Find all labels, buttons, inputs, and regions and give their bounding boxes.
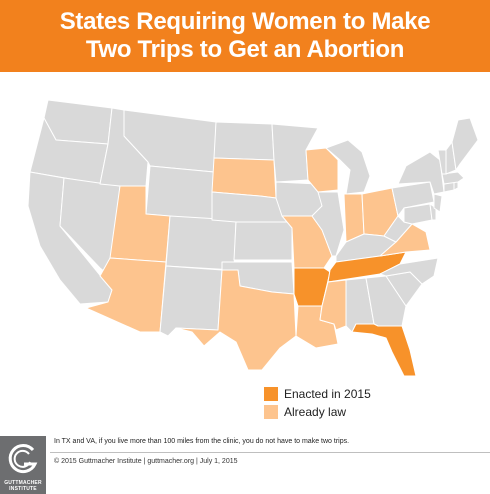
state-pennsylvania — [391, 181, 435, 217]
footer-divider — [50, 452, 490, 453]
state-massachusetts — [441, 171, 465, 185]
state-maryland — [403, 203, 433, 225]
logo-text-line-2: INSTITUTE — [9, 486, 37, 492]
state-north-dakota — [213, 121, 275, 161]
state-new-mexico — [159, 265, 223, 337]
state-wyoming — [145, 165, 215, 221]
state-michigan — [325, 139, 371, 195]
state-florida — [351, 323, 417, 377]
title-banner: States Requiring Women to Make Two Trips… — [0, 0, 490, 72]
legend-label-already-law: Already law — [284, 405, 347, 419]
legend-swatch-already-law — [264, 405, 278, 419]
state-maine — [451, 117, 479, 171]
footer-credit: © 2015 Guttmacher Institute | guttmacher… — [54, 458, 238, 465]
state-kansas — [233, 221, 293, 261]
legend-swatch-enacted — [264, 387, 278, 401]
legend-label-enacted: Enacted in 2015 — [284, 387, 371, 401]
guttmacher-g-icon — [8, 444, 38, 474]
page-title-line-2: Two Trips to Get an Abortion — [85, 36, 405, 63]
state-new-jersey — [433, 193, 443, 213]
logo-text-line-1: GUTTMACHER — [4, 480, 42, 486]
footnote: In TX and VA, if you live more than 100 … — [54, 438, 350, 445]
us-map — [27, 99, 479, 377]
guttmacher-logo: GUTTMACHER INSTITUTE — [0, 436, 46, 494]
state-north-carolina — [379, 257, 439, 285]
state-rhode-island — [453, 181, 459, 191]
legend-item-enacted: Enacted in 2015 — [264, 386, 404, 402]
legend-item-already-law: Already law — [264, 404, 404, 420]
state-texas — [175, 269, 297, 371]
page-title-line-1: States Requiring Women to Make — [59, 8, 431, 35]
state-south-dakota — [211, 157, 277, 199]
state-illinois — [311, 191, 345, 257]
